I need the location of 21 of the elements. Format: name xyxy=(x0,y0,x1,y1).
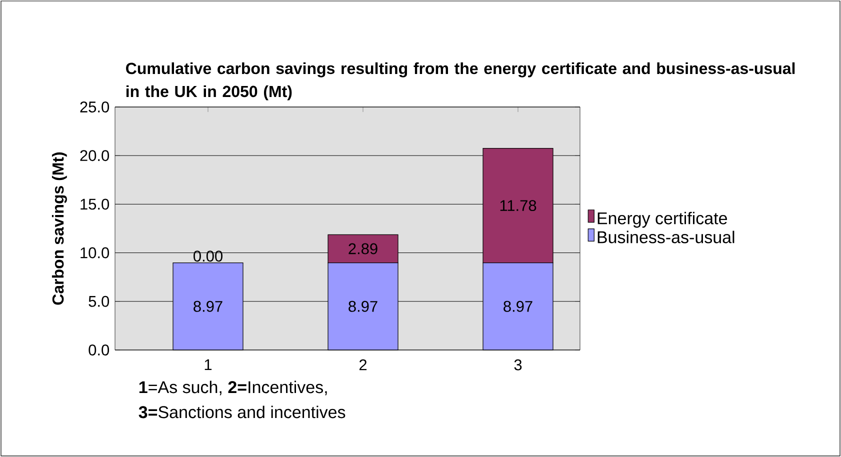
data-label: 2.89 xyxy=(348,243,378,254)
data-label: 11.78 xyxy=(500,200,536,212)
chart-title: Cumulative carbon savings resulting from the energy certificate and business-as-usual in the UK in 2050 (Mt) xyxy=(126,62,795,100)
y-tick-label: 5.0 xyxy=(88,296,110,307)
data-label: 8.97 xyxy=(504,300,532,312)
text: 1=As such, 2=Incentives, xyxy=(139,380,327,396)
x-tick-label: 2 xyxy=(359,359,367,370)
data-label: 8.97 xyxy=(348,300,378,312)
y-tick-label: 15.0 xyxy=(80,198,110,210)
x-tick-label: 1 xyxy=(204,359,212,370)
y-tick-label: 25.0 xyxy=(80,102,110,112)
x-tick-label: 3 xyxy=(514,359,522,370)
y-tick-label: 0.0 xyxy=(88,344,110,356)
data-label: 8.97 xyxy=(194,300,222,312)
legend-label: Energy certificate xyxy=(598,212,727,228)
y-tick-label: 10.0 xyxy=(80,247,110,258)
legend-label: Business-as-usual xyxy=(598,230,734,244)
text: 3=Sanctions and incentives xyxy=(138,406,346,418)
y-tick-label: 20.0 xyxy=(80,150,110,162)
y-axis-title: Carbon savings (Mt) xyxy=(52,152,67,305)
data-label: 0.00 xyxy=(194,250,222,262)
